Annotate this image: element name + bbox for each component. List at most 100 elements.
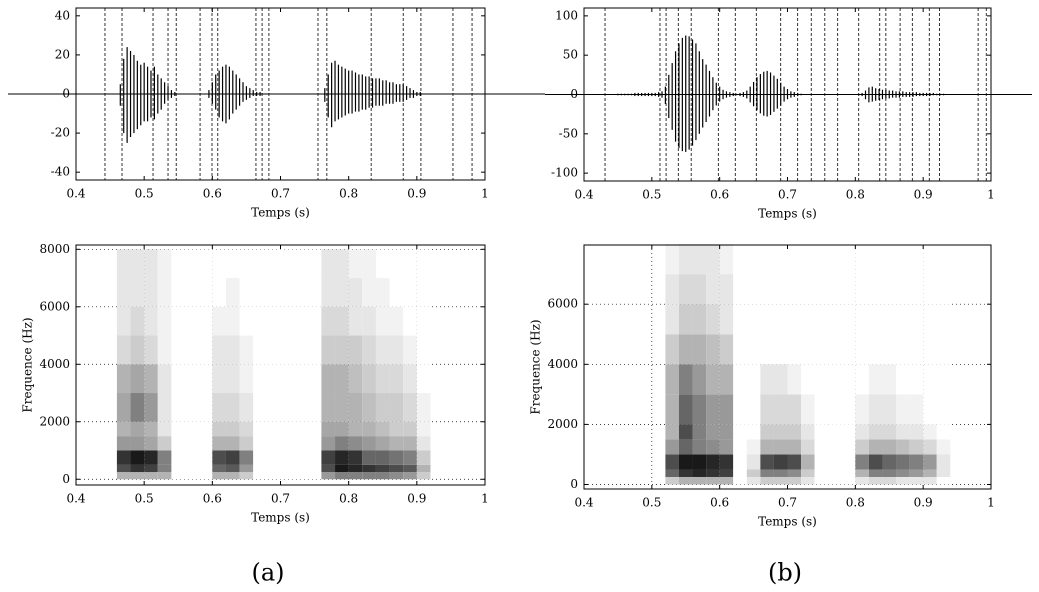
spectrogram-cell (828, 274, 842, 305)
spectrogram-cell (144, 278, 158, 307)
spectrogram-cell (307, 421, 322, 437)
spectrogram-cell (225, 335, 240, 365)
spectrogram-cell (225, 450, 240, 465)
spectrogram-cell (868, 334, 883, 365)
spectrogram-cell (841, 244, 856, 275)
spectrogram-cell (362, 472, 376, 480)
spectrogram-cell (403, 450, 417, 465)
spectrogram-cell (212, 464, 226, 473)
spectrogram-cell (719, 454, 734, 470)
spectrogram-cell (896, 304, 910, 335)
spectrogram-cell (348, 306, 363, 336)
spectrogram-cell (692, 439, 707, 455)
spectrogram-cell (773, 274, 788, 305)
spectrogram-cell (868, 274, 883, 305)
spectrogram-cell (294, 278, 308, 307)
spectrogram-cell (787, 334, 802, 365)
spectrogram-cell (130, 472, 145, 480)
y-tick-label: 40 (55, 8, 70, 22)
spectrogram-cell (266, 278, 281, 307)
spectrogram-cell (746, 304, 761, 335)
spectrogram-cell (198, 364, 213, 394)
spectrogram-cell (678, 476, 693, 485)
spectrogram-cell (814, 439, 829, 455)
spectrogram-cell (335, 421, 349, 437)
spectrogram-cell (362, 450, 376, 465)
spectrogram-cell (280, 436, 295, 451)
spectrogram-cell (294, 436, 308, 451)
spectrogram-cell (375, 393, 390, 422)
spectrogram-cell (185, 472, 199, 480)
spectrogram-cell (253, 450, 267, 465)
y-tick-label: 0 (62, 87, 70, 101)
spectrogram-cell (787, 476, 802, 485)
spectrogram-cell (362, 393, 376, 422)
spectrogram-cell (307, 464, 322, 473)
spectrogram-cell (678, 244, 693, 275)
x-tick-label: 1 (987, 188, 995, 202)
spectrogram-cell (198, 306, 213, 336)
spectrogram-cell (212, 335, 226, 365)
spectrogram-cell (280, 335, 295, 365)
spectrogram-cell (185, 393, 199, 422)
spectrogram-cell (403, 436, 417, 451)
x-tick-label: 0.6 (203, 187, 222, 201)
spectrogram-cell (909, 364, 924, 395)
spectrogram-cell (841, 439, 856, 455)
spectrogram-cell (212, 421, 226, 437)
spectrogram-cell (733, 454, 747, 470)
spectrogram-cell (841, 454, 856, 470)
spectrogram-cell (375, 364, 390, 394)
spectrogram-cell (896, 454, 910, 470)
spectrogram-cell (678, 424, 693, 440)
spectrogram-cell (266, 472, 281, 480)
y-tick-label: -50 (559, 126, 578, 140)
spectrogram-cell (185, 421, 199, 437)
x-tick-label: 0.9 (914, 496, 933, 510)
spectrogram-cell (828, 334, 842, 365)
spectrogram-cell (198, 393, 213, 422)
spectrogram-cell (253, 464, 267, 473)
spectrogram-cell (266, 421, 281, 437)
spectrogram-cell (280, 278, 295, 307)
spectrogram-cell (389, 249, 404, 279)
spectrogram-cell (307, 306, 322, 336)
spectrogram-cell (130, 436, 145, 451)
spectrogram-cell (787, 439, 802, 455)
spectrogram-cell (294, 335, 308, 365)
spectrogram-cell (321, 364, 336, 394)
spectrogram-cell (882, 364, 897, 395)
spectrogram-cell (909, 476, 924, 485)
spectrogram-cell (855, 334, 869, 365)
spectrogram-cell (239, 436, 254, 451)
spectrogram-cell (678, 304, 693, 335)
spectrogram-cell (855, 394, 869, 425)
x-tick-label: 1 (987, 496, 995, 510)
spectrogram-cell (896, 424, 910, 440)
spectrogram-cell (307, 364, 322, 394)
spectrogram-cell (909, 244, 924, 275)
spectrogram-cell (321, 450, 336, 465)
spectrogram-cell (692, 304, 707, 335)
spectrogram-cell (416, 450, 431, 465)
spectrogram-cell (706, 439, 720, 455)
spectrogram-cell (773, 454, 788, 470)
spectrogram-cell (225, 393, 240, 422)
spectrogram-cell (909, 424, 924, 440)
x-tick-label: 0.4 (66, 187, 85, 201)
spectrogram-cell (375, 472, 390, 480)
spectrogram-cell (335, 472, 349, 480)
spectrogram-cell (280, 421, 295, 437)
spectrogram-cell (801, 244, 815, 275)
spectrogram-cell (936, 469, 951, 477)
spectrogram-cell (692, 424, 707, 440)
spectrogram-cell (362, 249, 376, 279)
spectrogram-cell (212, 472, 226, 480)
spectrogram-cell (882, 394, 897, 425)
spectrogram-cell (212, 306, 226, 336)
spectrogram-cell (416, 464, 431, 473)
spectrogram-cell (801, 364, 815, 395)
spectrogram-cell (130, 249, 145, 279)
spectrogram-cell (307, 450, 322, 465)
